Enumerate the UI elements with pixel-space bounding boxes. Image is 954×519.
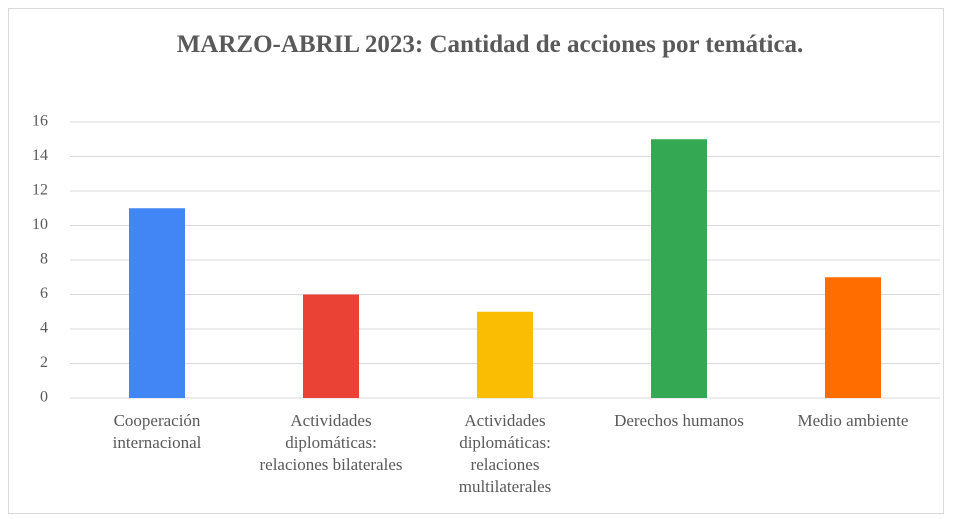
bar [303, 294, 359, 398]
y-tick-label: 0 [40, 389, 48, 406]
bar [477, 311, 533, 398]
bar [129, 208, 185, 398]
x-tick-label: Medio ambiente [797, 411, 909, 430]
bar [825, 277, 881, 398]
x-tick-label: Cooperación internacional [112, 411, 202, 452]
y-tick-label: 14 [32, 147, 48, 164]
x-tick-label: Actividades diplomáticas: relaciones mul… [458, 411, 552, 496]
x-tick-label: Actividades diplomáticas: relaciones bil… [259, 411, 403, 474]
chart-frame [8, 8, 944, 514]
chart-title: MARZO-ABRIL 2023: Cantidad de acciones p… [176, 31, 804, 58]
y-tick-label: 6 [40, 285, 48, 302]
y-tick-label: 16 [32, 113, 48, 130]
y-tick-label: 2 [40, 354, 48, 371]
y-tick-label: 10 [32, 216, 48, 233]
x-tick-label: Derechos humanos [614, 411, 744, 430]
y-tick-label: 4 [40, 320, 48, 337]
bar [651, 139, 707, 398]
y-tick-label: 8 [40, 251, 48, 268]
y-tick-label: 12 [32, 182, 48, 199]
